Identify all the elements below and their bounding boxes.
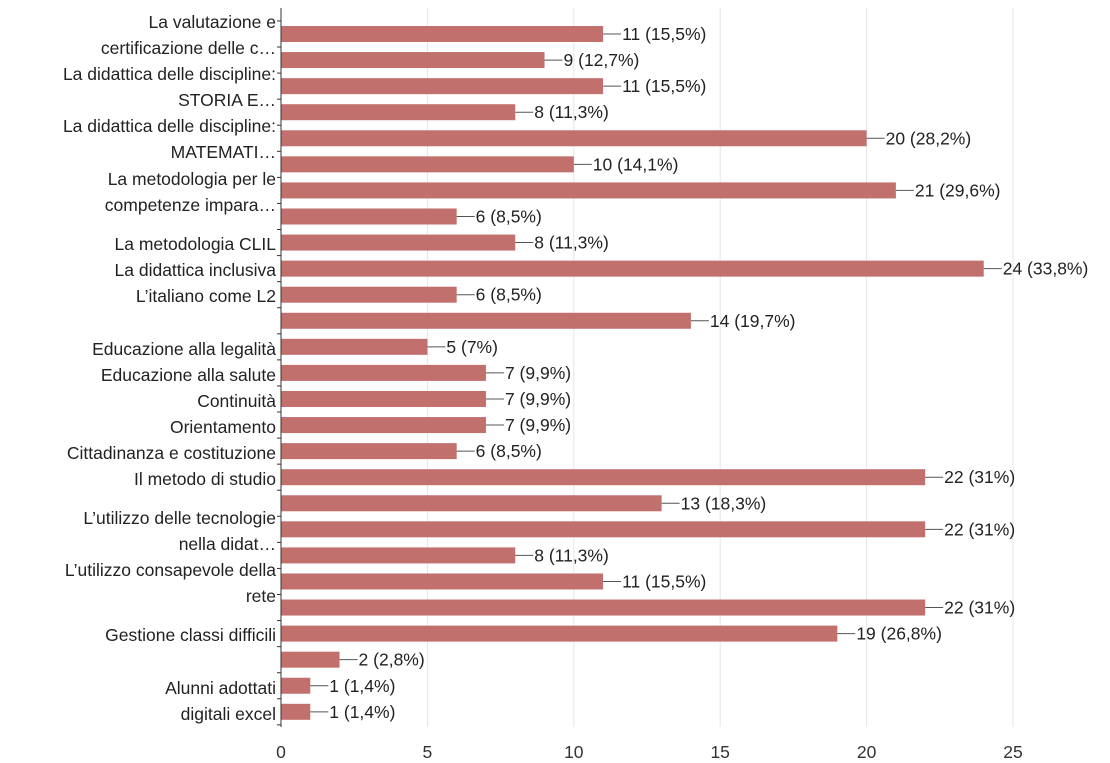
category-label: L’italiano come L2: [136, 286, 276, 306]
data-labels: 11 (15,5%) 9 (12,7%) 11 (15,5%) 8 (11,3%) 20…: [310, 24, 1088, 722]
bar: [281, 547, 516, 564]
bar: [281, 338, 428, 355]
bar: [281, 443, 457, 460]
bar: [281, 469, 926, 486]
category-label: Il metodo di studio: [134, 469, 276, 489]
x-tick-labels: 0 5 10 15 20 25: [276, 742, 1023, 762]
bar: [281, 78, 604, 95]
data-label: 22 (31%): [944, 519, 1015, 539]
category-label: La valutazione e: [149, 12, 276, 32]
bar: [281, 390, 486, 407]
bar: [281, 651, 340, 668]
bar: [281, 52, 545, 69]
data-label: 7 (9,9%): [505, 415, 571, 435]
data-label: 1 (1,4%): [329, 676, 395, 696]
bar: [281, 182, 896, 199]
bar: [281, 234, 516, 251]
data-label: 21 (29,6%): [915, 180, 1001, 200]
bar: [281, 286, 457, 303]
category-label: competenze impara…: [105, 195, 276, 215]
bar: [281, 156, 574, 173]
data-label: 11 (15,5%): [622, 76, 706, 96]
data-label: 11 (15,5%): [622, 571, 706, 591]
bar: [281, 130, 867, 147]
category-label: Alunni adottati: [165, 678, 276, 698]
data-label: 1 (1,4%): [329, 702, 395, 722]
bars: [281, 26, 984, 720]
data-label: 14 (19,7%): [710, 311, 796, 331]
category-label: Orientamento: [170, 417, 276, 437]
category-label: certificazione delle c…: [101, 38, 276, 58]
category-label: Cittadinanza e costituzione: [67, 443, 276, 463]
data-label: 8 (11,3%): [534, 233, 609, 253]
category-label: La metodologia per le: [108, 169, 276, 189]
data-label: 20 (28,2%): [886, 128, 972, 148]
bar: [281, 208, 457, 225]
x-tick-label: 20: [857, 742, 877, 762]
x-tick-label: 25: [1003, 742, 1022, 762]
bar: [281, 677, 311, 694]
data-label: 7 (9,9%): [505, 363, 571, 383]
data-label: 2 (2,8%): [359, 650, 425, 670]
data-label: 8 (11,3%): [534, 545, 609, 565]
bar: [281, 703, 311, 720]
category-label: L’utilizzo delle tecnologie: [83, 508, 276, 528]
data-label: 6 (8,5%): [476, 206, 542, 226]
category-label: STORIA E…: [178, 90, 276, 110]
category-labels: La valutazione e certificazione delle c… L…: [63, 12, 276, 724]
data-label: 24 (33,8%): [1003, 259, 1089, 279]
category-label: Continuità: [197, 391, 276, 411]
bar: [281, 364, 486, 381]
category-label: La didattica delle discipline:: [63, 116, 276, 136]
data-label: 9 (12,7%): [564, 50, 640, 70]
category-label: MATEMATI…: [171, 142, 276, 162]
data-label: 22 (31%): [944, 598, 1015, 618]
data-label: 11 (15,5%): [622, 24, 706, 44]
bar: [281, 573, 604, 590]
bar: [281, 599, 926, 616]
category-label: Educazione alla salute: [101, 365, 276, 385]
category-label: La didattica inclusiva: [115, 260, 277, 280]
bar: [281, 104, 516, 121]
data-label: 7 (9,9%): [505, 389, 571, 409]
category-label: La didattica delle discipline:: [63, 64, 276, 84]
bar: [281, 26, 604, 42]
bar: [281, 495, 662, 512]
axes: [277, 8, 282, 727]
bar: [281, 260, 984, 277]
data-label: 6 (8,5%): [476, 441, 542, 461]
category-label: nella didat…: [179, 534, 276, 554]
category-label: digitali excel: [181, 704, 276, 724]
bar: [281, 312, 691, 329]
category-label: rete: [246, 586, 276, 606]
bar: [281, 521, 926, 538]
bar: [281, 625, 838, 642]
x-tick-label: 10: [564, 742, 584, 762]
data-label: 5 (7%): [446, 337, 498, 357]
data-label: 19 (26,8%): [856, 624, 942, 644]
x-tick-label: 15: [710, 742, 729, 762]
data-label: 6 (8,5%): [476, 285, 542, 305]
x-tick-label: 0: [276, 742, 286, 762]
data-label: 22 (31%): [944, 467, 1015, 487]
category-label: Educazione alla legalità: [92, 339, 276, 359]
category-label: L’utilizzo consapevole della: [65, 560, 276, 580]
data-label: 13 (18,3%): [681, 493, 767, 513]
data-label: 8 (11,3%): [534, 102, 609, 122]
category-label: La metodologia CLIL: [115, 234, 277, 254]
data-label: 10 (14,1%): [593, 154, 679, 174]
bar: [281, 417, 486, 434]
category-label: Gestione classi difficili: [105, 625, 276, 645]
x-tick-label: 5: [423, 742, 433, 762]
